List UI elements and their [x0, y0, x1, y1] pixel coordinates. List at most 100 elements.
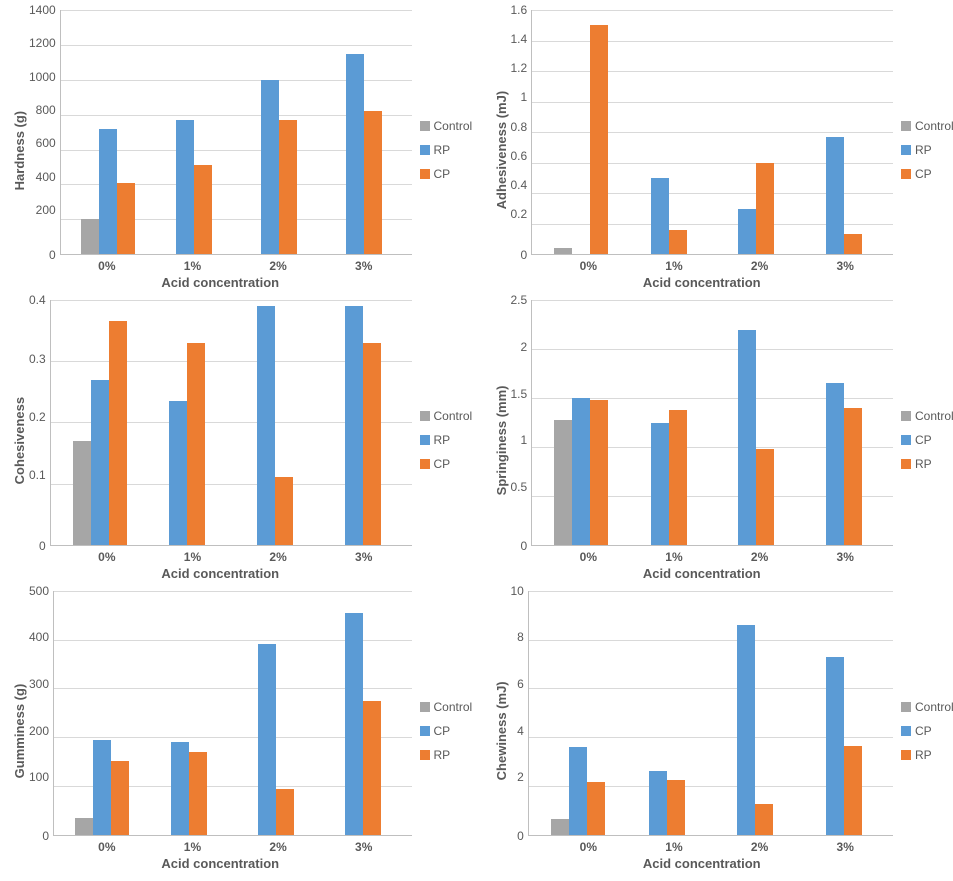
x-tick: 3%	[802, 550, 888, 564]
y-tick: 0	[49, 249, 56, 261]
chart-body: 1.61.41.210.80.60.40.200%1%2%3%Acid conc…	[511, 10, 894, 290]
y-tick: 0.6	[511, 150, 528, 162]
bar-cp	[826, 383, 844, 544]
bar-cp	[572, 398, 590, 545]
legend-item: RP	[420, 143, 482, 157]
legend-label: CP	[915, 167, 932, 181]
bar-cp	[649, 771, 667, 835]
bar-cp	[187, 343, 205, 545]
category-group	[319, 300, 407, 544]
legend-swatch	[901, 726, 911, 736]
legend-label: RP	[915, 457, 932, 471]
legend-swatch	[420, 169, 430, 179]
chart-body: 0.40.30.20.100%1%2%3%Acid concentration	[29, 300, 412, 580]
category-group	[713, 10, 801, 254]
bar-cp	[109, 321, 127, 545]
bar-rp	[651, 178, 669, 254]
category-group	[66, 10, 151, 254]
legend: ControlCPRP	[893, 700, 953, 762]
y-ticks: 1400120010008006004002000	[29, 10, 60, 255]
y-tick: 1.2	[511, 62, 528, 74]
x-tick: 1%	[631, 550, 717, 564]
y-axis-label: Adhesiveness (mJ)	[492, 10, 511, 290]
x-tick: 0%	[64, 840, 150, 854]
chart-body: 2.521.510.500%1%2%3%Acid concentration	[511, 300, 894, 580]
bar-rp	[756, 449, 774, 545]
bar-cp	[364, 111, 382, 254]
y-tick: 0	[517, 830, 524, 842]
x-ticks: 0%1%2%3%	[541, 255, 894, 273]
y-axis-label: Chewiness (mJ)	[492, 591, 511, 871]
bar-control	[551, 819, 569, 835]
y-tick: 0.3	[29, 353, 46, 365]
category-group	[320, 591, 407, 835]
bar-cp	[669, 230, 687, 254]
bar-rp	[826, 137, 844, 255]
legend-label: Control	[434, 409, 473, 423]
legend-swatch	[901, 750, 911, 760]
bar-cp	[826, 657, 844, 835]
y-axis-label: Gumminess (g)	[10, 591, 29, 871]
bar-rp	[111, 761, 129, 835]
y-tick: 2.5	[511, 294, 528, 306]
chart-springiness: Springiness (mm)2.521.510.500%1%2%3%Acid…	[492, 300, 953, 580]
x-tick: 1%	[150, 259, 236, 273]
bar-cp	[258, 644, 276, 835]
x-axis-label: Acid concentration	[511, 564, 894, 581]
y-tick: 200	[29, 725, 49, 737]
legend-swatch	[420, 750, 430, 760]
legend-label: CP	[915, 724, 932, 738]
y-tick: 4	[517, 725, 524, 737]
bar-rp	[844, 746, 862, 835]
legend-swatch	[420, 411, 430, 421]
y-tick: 0	[42, 830, 49, 842]
bar-cp	[651, 423, 669, 545]
category-group	[56, 300, 144, 544]
y-ticks: 5004003002001000	[29, 591, 53, 836]
legend-swatch	[901, 145, 911, 155]
bar-rp	[738, 209, 756, 255]
x-axis-label: Acid concentration	[511, 273, 894, 290]
legend-label: Control	[915, 119, 953, 133]
x-axis-label: Acid concentration	[29, 854, 412, 871]
x-axis-label: Acid concentration	[511, 854, 894, 871]
bar-rp	[99, 129, 117, 255]
y-axis-label: Hardness (g)	[10, 10, 29, 290]
bar-cp	[275, 477, 293, 544]
category-group	[537, 300, 625, 544]
x-tick: 2%	[235, 840, 321, 854]
x-tick: 3%	[802, 840, 888, 854]
bar-rp	[91, 380, 109, 545]
y-tick: 0	[521, 249, 528, 261]
bar-rp	[669, 410, 687, 545]
y-tick: 200	[36, 204, 56, 216]
legend-swatch	[901, 121, 911, 131]
bar-rp	[363, 701, 381, 835]
y-tick: 0.1	[29, 469, 46, 481]
category-group	[151, 10, 236, 254]
legend-item: Control	[420, 700, 482, 714]
legend-swatch	[420, 121, 430, 131]
category-group	[59, 591, 146, 835]
bar-rp	[261, 80, 279, 255]
bar-control	[75, 818, 93, 835]
legend-label: CP	[434, 724, 451, 738]
x-tick: 1%	[150, 550, 236, 564]
plot-area	[531, 300, 893, 545]
bar-rp	[345, 306, 363, 544]
category-group	[800, 300, 888, 544]
x-tick: 3%	[321, 550, 407, 564]
category-group	[233, 591, 320, 835]
legend-label: Control	[915, 409, 953, 423]
bar-cp	[844, 234, 862, 254]
legend-swatch	[901, 459, 911, 469]
legend-swatch	[420, 702, 430, 712]
chart-body: 14001200100080060040020000%1%2%3%Acid co…	[29, 10, 412, 290]
bar-cp	[93, 740, 111, 835]
x-ticks: 0%1%2%3%	[59, 836, 412, 854]
chart-hardness: Hardness (g)14001200100080060040020000%1…	[10, 10, 482, 290]
legend-label: CP	[434, 167, 451, 181]
y-tick: 1000	[29, 71, 56, 83]
legend-item: CP	[420, 167, 482, 181]
bar-rp	[844, 408, 862, 545]
